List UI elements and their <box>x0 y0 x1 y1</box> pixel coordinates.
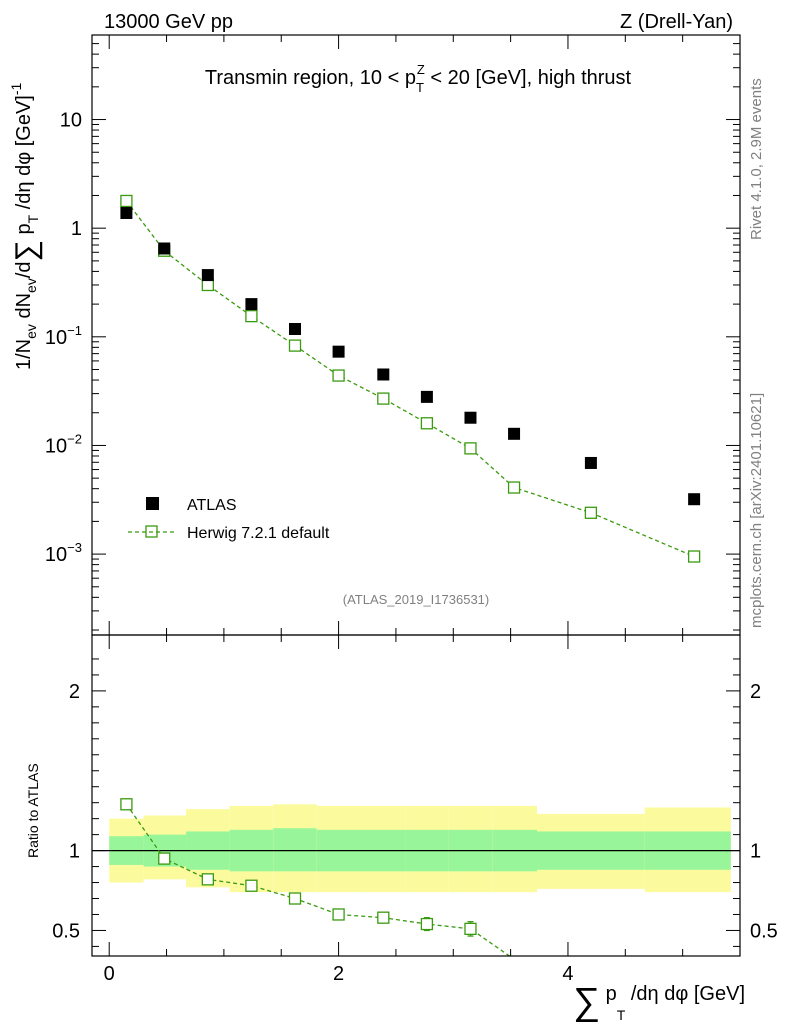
herwig-point <box>377 392 390 405</box>
process-label: Z (Drell-Yan) <box>620 11 733 33</box>
top-y-tick-label: 10−1 <box>45 323 82 349</box>
ratio-y-tick-label-left: 2 <box>69 681 80 703</box>
ratio-plot-frame <box>91 634 741 957</box>
rivet-version-label: Rivet 4.1.0, 2.9M events <box>748 78 765 240</box>
herwig-point <box>687 550 701 563</box>
legend-herwig-marker <box>145 525 158 538</box>
herwig-point <box>420 417 434 430</box>
herwig-point <box>507 481 521 494</box>
x-tick-label: 4 <box>562 963 573 985</box>
herwig-point <box>245 309 258 323</box>
ratio-y-axis-label: Ratio to ATLAS <box>25 763 41 858</box>
legend-herwig-label: Herwig 7.2.1 default <box>187 525 330 542</box>
x-tick-label: 2 <box>333 963 344 985</box>
ratio-herwig-point <box>420 917 434 931</box>
top-y-axis-label: 1/Nev dNev/d∑ pT /dη dφ [GeV]-1 <box>8 82 43 370</box>
ratio-herwig-point <box>464 922 477 936</box>
ratio-y-tick-label-right: 2 <box>750 681 761 703</box>
top-y-tick-label: 10 <box>60 110 82 132</box>
herwig-point <box>332 369 345 382</box>
main-plot-panel: Transmin region, 10 < pTZ < 20 [GeV], hi… <box>8 34 741 636</box>
ratio-band-inner <box>273 828 317 872</box>
ratio-y-tick-label-left: 1 <box>69 841 80 863</box>
top-plot-frame <box>91 34 741 636</box>
atlas-point <box>120 206 133 219</box>
ratio-herwig-line <box>125 803 510 957</box>
plot-title-pre: Transmin region, 10 < p <box>205 67 416 89</box>
atlas-point <box>158 242 171 255</box>
legend-atlas-label: ATLAS <box>187 497 237 514</box>
ratio-herwig-point <box>288 892 302 905</box>
atlas-point <box>377 368 390 381</box>
ratio-y-tick-label-left: 0.5 <box>52 920 80 942</box>
herwig-point <box>120 194 133 208</box>
energy-label: 13000 GeV pp <box>104 11 233 33</box>
herwig-line <box>125 200 695 558</box>
top-y-tick-label: 10−3 <box>45 540 82 566</box>
ratio-herwig-point <box>245 879 258 892</box>
top-y-tick-label: 10−2 <box>45 431 82 457</box>
herwig-point <box>288 339 302 352</box>
herwig-point <box>464 442 477 455</box>
ratio-plot-panel: 0 2 4 0.5 0.5 1 1 2 2 Ratio to ATLAS ∑ pT /dη dφ… <box>25 634 778 1023</box>
ratio-herwig-point <box>120 798 133 811</box>
legend-atlas-marker <box>146 497 159 510</box>
atlas-point <box>420 390 433 403</box>
plot-title-sup: Z <box>417 62 425 77</box>
herwig-point <box>584 506 598 519</box>
ratio-herwig-point <box>158 852 171 865</box>
analysis-id-watermark: (ATLAS_2019_I1736531) <box>343 592 489 607</box>
x-tick-label: 0 <box>104 963 115 985</box>
x-axis-label: ∑ pT /dη dφ [GeV] <box>573 981 745 1023</box>
plot-title-post: < 20 [GeV], high thrust <box>425 67 632 89</box>
atlas-point <box>289 323 302 336</box>
atlas-point <box>688 493 701 506</box>
top-y-tick-label: 1 <box>71 218 82 240</box>
ratio-y-tick-label-right: 0.5 <box>750 920 778 942</box>
atlas-point <box>332 345 345 358</box>
atlas-point <box>464 411 477 424</box>
atlas-point <box>201 269 214 282</box>
mcplots-label: mcplots.cern.ch [arXiv:2401.10621] <box>748 393 765 628</box>
ratio-herwig-point <box>377 911 390 924</box>
ratio-y-tick-label-right: 1 <box>750 841 761 863</box>
plot-title: Transmin region, 10 < pTZ < 20 [GeV], hi… <box>205 62 632 95</box>
atlas-point <box>508 427 521 440</box>
legend: ATLAS Herwig 7.2.1 default <box>128 497 330 542</box>
plot-title-sub: T <box>416 80 424 95</box>
herwig-point <box>201 278 214 292</box>
ratio-herwig-point <box>201 873 214 886</box>
atlas-point <box>245 298 258 311</box>
atlas-point <box>584 456 597 469</box>
ratio-herwig-point <box>332 908 345 921</box>
